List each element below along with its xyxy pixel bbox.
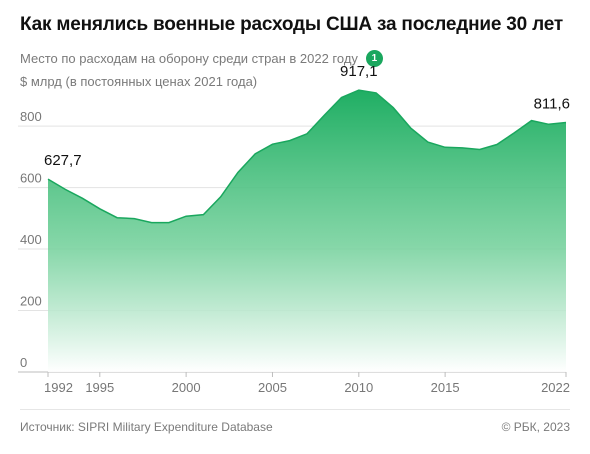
x-tick-label: 2005 xyxy=(258,380,287,395)
y-tick-labels: 0 200 400 600 800 xyxy=(20,109,42,370)
x-tick-label: 2022 xyxy=(541,380,570,395)
copyright-text: © РБК, 2023 xyxy=(501,420,570,434)
data-label: 917,1 xyxy=(340,63,378,80)
y-tick-label: 600 xyxy=(20,171,42,186)
data-label: 627,7 xyxy=(44,152,82,169)
units-label: $ млрд (в постоянных ценах 2021 года) xyxy=(20,74,258,89)
x-tick-label: 1995 xyxy=(85,380,114,395)
y-tick-label: 0 xyxy=(20,355,27,370)
chart-title: Как менялись военные расходы США за посл… xyxy=(20,14,563,35)
x-tick-labels: 1992 1995 2000 2005 2010 2015 2022 xyxy=(44,372,570,395)
data-label: 811,6 xyxy=(534,96,570,113)
chart-subtitle: Место по расходам на оборону среди стран… xyxy=(20,50,383,67)
y-tick-label: 200 xyxy=(20,294,42,309)
rank-badge: 1 xyxy=(365,50,383,67)
source-text: Источник: SIPRI Military Expenditure Dat… xyxy=(20,420,273,434)
data-labels: 627,7 917,1 811,6 xyxy=(44,63,570,169)
y-tick-label: 400 xyxy=(20,232,42,247)
area-chart: 0 200 400 600 800 1992 1995 2000 2005 2010 2015 20… xyxy=(18,63,570,395)
subtitle-text: Место по расходам на оборону среди стран… xyxy=(20,51,358,66)
x-tick-label: 1992 xyxy=(44,380,73,395)
x-tick-label: 2015 xyxy=(431,380,460,395)
series-line xyxy=(47,89,567,224)
area-series xyxy=(48,90,566,372)
x-tick-label: 2000 xyxy=(172,380,201,395)
x-tick-label: 2010 xyxy=(344,380,373,395)
y-tick-label: 800 xyxy=(20,109,42,124)
footer-divider xyxy=(20,409,570,410)
